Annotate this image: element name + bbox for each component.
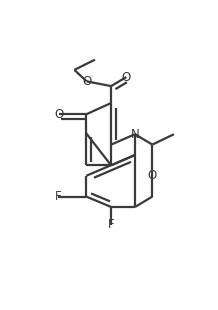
Text: O: O xyxy=(148,169,157,182)
Text: N: N xyxy=(131,128,139,141)
Text: F: F xyxy=(55,190,61,203)
Text: O: O xyxy=(82,75,91,88)
Text: O: O xyxy=(122,70,131,83)
Text: O: O xyxy=(54,108,64,121)
Text: F: F xyxy=(108,218,114,231)
